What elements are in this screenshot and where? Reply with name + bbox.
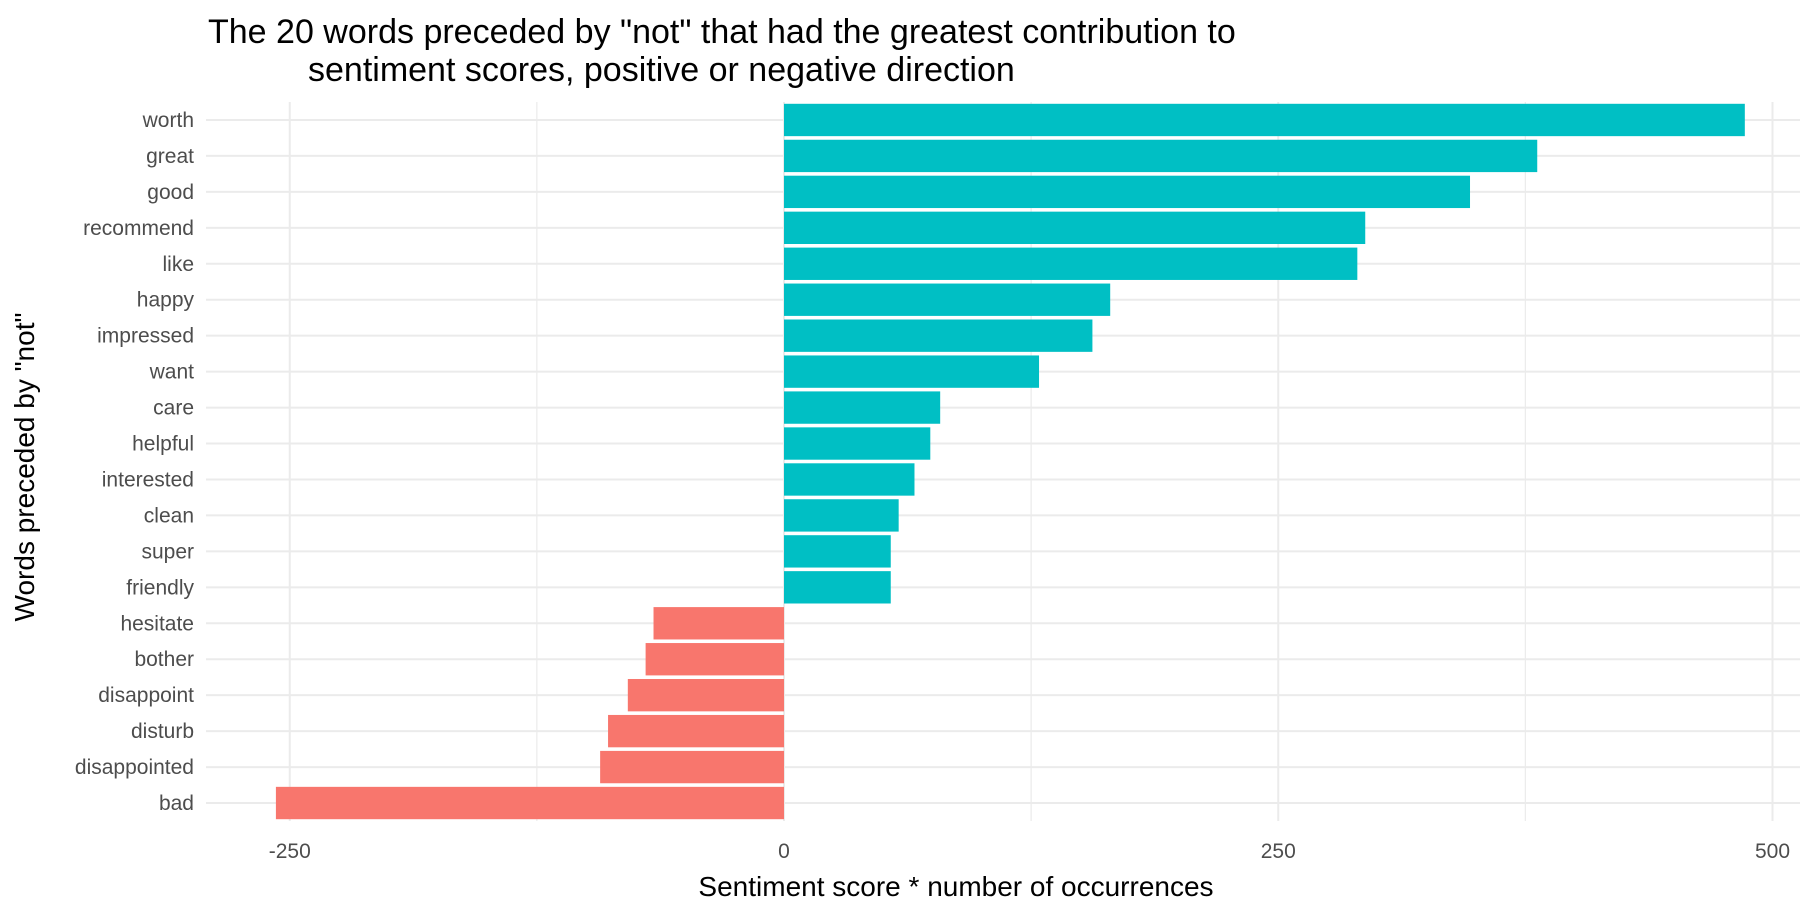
y-tick-labels: worth great good recommend like happy impresse…: [75, 109, 195, 815]
bar-care: [784, 391, 941, 424]
bar-super: [784, 535, 891, 568]
y-tick-label-like: like: [162, 253, 194, 276]
bar-interested: [784, 463, 915, 496]
x-tick-label: -250: [269, 840, 311, 863]
y-tick-label-want: want: [149, 361, 195, 384]
bar-clean: [784, 499, 899, 532]
bar-disappoint: [627, 678, 784, 712]
bar-bad: [275, 786, 784, 820]
y-tick-label-bad: bad: [159, 792, 194, 815]
y-tick-label-great: great: [146, 145, 194, 168]
y-tick-label-care: care: [153, 397, 194, 420]
y-tick-label-helpful: helpful: [132, 433, 194, 456]
y-tick-label-recommend: recommend: [83, 217, 194, 240]
chart-title-line-1: The 20 words preceded by "not" that had …: [208, 13, 1236, 51]
bar-good: [784, 175, 1471, 209]
bar-layer: [275, 103, 1745, 820]
bar-bother: [645, 643, 784, 676]
y-tick-label-clean: clean: [144, 504, 194, 527]
bar-want: [784, 355, 1040, 388]
x-tick-label: 500: [1755, 840, 1790, 863]
chart-title-line-2: sentiment scores, positive or negative d…: [308, 51, 1015, 89]
y-tick-label-worth: worth: [142, 109, 194, 132]
y-tick-label-interested: interested: [102, 468, 194, 491]
y-tick-label-disturb: disturb: [131, 720, 194, 743]
bar-recommend: [784, 211, 1366, 245]
y-tick-label-bother: bother: [134, 648, 194, 671]
x-tick-labels: -250 0 250 500: [269, 840, 1790, 863]
bar-happy: [784, 283, 1111, 316]
y-tick-label-good: good: [147, 181, 194, 204]
bar-disappointed: [600, 750, 784, 784]
x-axis-title: Sentiment score * number of occurrences: [698, 871, 1213, 902]
y-tick-label-super: super: [141, 540, 194, 563]
grid-layer: [206, 102, 1800, 821]
bar-like: [784, 247, 1358, 280]
x-tick-label: 0: [778, 840, 790, 863]
bar-hesitate: [653, 607, 784, 640]
y-tick-label-happy: happy: [137, 289, 195, 312]
y-tick-label-hesitate: hesitate: [120, 612, 194, 635]
bar-disturb: [608, 714, 784, 748]
bar-impressed: [784, 319, 1093, 352]
bar-great: [784, 139, 1538, 173]
y-tick-label-disappointed: disappointed: [75, 756, 194, 779]
y-axis-title: Words preceded by "not": [9, 313, 40, 622]
bar-friendly: [784, 571, 891, 604]
bar-worth: [784, 103, 1745, 137]
y-tick-label-friendly: friendly: [126, 576, 194, 599]
bar-helpful: [784, 427, 931, 460]
y-tick-label-impressed: impressed: [97, 325, 194, 348]
y-tick-label-disappoint: disappoint: [98, 684, 194, 707]
x-tick-label: 250: [1261, 840, 1296, 863]
